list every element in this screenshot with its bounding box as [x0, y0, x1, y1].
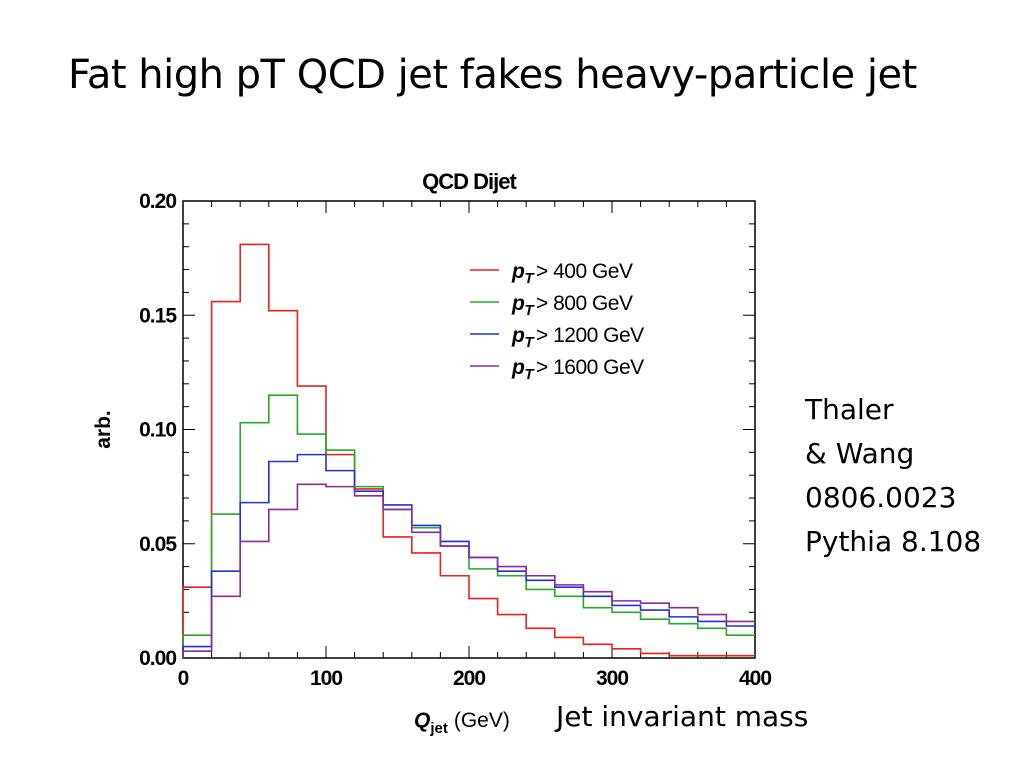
y-tick-label: 0.10: [139, 419, 176, 442]
citation-authors-line2: & Wang: [805, 437, 915, 470]
legend-label-0: pT > 400 GeV: [511, 260, 633, 287]
y-axis-label: arb.: [92, 410, 115, 449]
x-tick-label: 0: [178, 667, 189, 690]
x-tick-label: 200: [453, 667, 485, 690]
chart-title: QCD Dijet: [422, 169, 517, 194]
x-tick-label: 100: [310, 667, 342, 690]
series-line-0: [182, 243, 755, 658]
y-tick-label: 0.20: [139, 190, 176, 213]
series-line-2: [182, 453, 755, 658]
legend-label-3: pT > 1600 GeV: [511, 356, 644, 383]
citation-authors-line1: Thaler: [805, 393, 894, 426]
legend-label-2: pT > 1200 GeV: [511, 324, 644, 351]
y-tick-label: 0.05: [139, 533, 177, 556]
x-tick-label: 400: [739, 667, 771, 690]
citation-generator: Pythia 8.108: [805, 525, 982, 558]
citation-block: Thaler & Wang 0806.0023 Pythia 8.108: [805, 388, 981, 564]
series-line-3: [182, 483, 755, 658]
x-axis-label: Qjet (GeV): [414, 709, 510, 737]
citation-arxiv: 0806.0023: [805, 481, 957, 514]
legend-label-1: pT > 800 GeV: [511, 292, 633, 319]
x-tick-label: 300: [596, 667, 628, 690]
y-tick-label: 0.15: [139, 304, 177, 327]
slide-title: Fat high pT QCD jet fakes heavy-particle…: [68, 52, 917, 98]
x-caption: Jet invariant mass: [556, 700, 809, 733]
y-tick-label: 0.00: [139, 647, 176, 670]
